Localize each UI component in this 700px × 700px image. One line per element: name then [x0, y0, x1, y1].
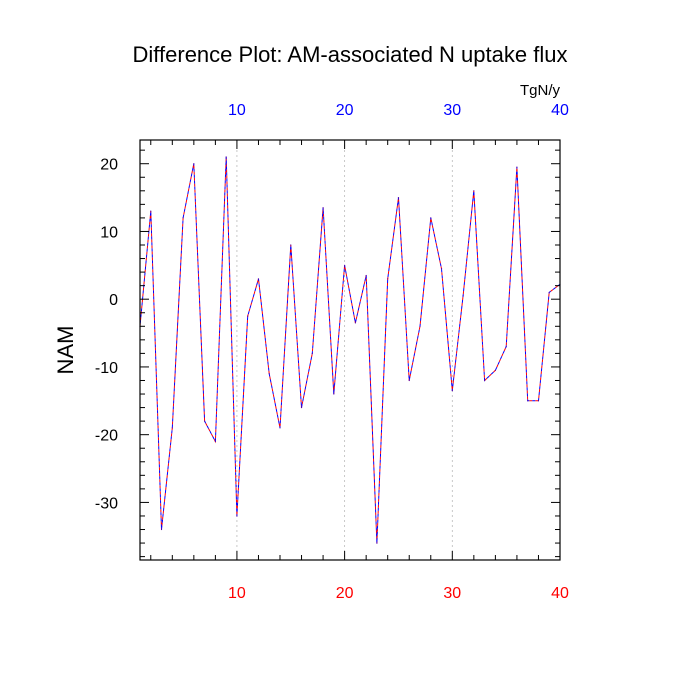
units-label: TgN/y — [520, 82, 561, 99]
series-line-red — [139, 156, 561, 544]
data-point — [279, 427, 281, 429]
data-point — [344, 264, 346, 266]
data-point — [204, 420, 206, 422]
data-point — [193, 163, 195, 165]
series-line-blue — [139, 156, 561, 544]
data-point — [333, 393, 335, 395]
data-point — [419, 325, 421, 327]
data-point — [354, 322, 356, 324]
data-point — [494, 369, 496, 371]
grid-lines — [236, 140, 453, 560]
data-point — [527, 400, 529, 402]
series-layer — [139, 156, 561, 544]
data-point — [397, 196, 400, 199]
data-point — [462, 295, 464, 297]
data-point — [225, 156, 227, 158]
y-axis-label: NAM — [53, 326, 78, 375]
x-tick-label-top: 20 — [336, 102, 354, 119]
data-point — [247, 315, 249, 317]
y-tick-label: 0 — [109, 292, 118, 309]
x-tick-label-bottom: 30 — [443, 585, 461, 602]
x-tick-label-top: 30 — [443, 102, 461, 119]
x-tick-label-bottom: 40 — [551, 585, 569, 602]
ticks: 10 20 30 40 10 20 30 40 -30 -20 -10 0 10 20 — [95, 102, 569, 602]
data-point — [300, 406, 303, 409]
data-point — [376, 542, 378, 544]
data-point — [322, 207, 324, 209]
data-point — [440, 268, 443, 270]
y-tick-label: 10 — [100, 224, 118, 241]
data-point — [516, 166, 518, 168]
y-tick-label: -20 — [95, 428, 118, 445]
x-tick-label-bottom: 20 — [336, 585, 354, 602]
data-point — [537, 400, 540, 402]
data-point — [268, 373, 270, 375]
x-tick-label-top: 10 — [228, 102, 246, 119]
data-point — [365, 274, 367, 277]
data-point — [182, 217, 184, 219]
data-point — [451, 390, 453, 392]
data-point — [484, 379, 486, 382]
data-point — [290, 244, 292, 246]
data-point — [160, 528, 163, 531]
data-point — [473, 190, 475, 192]
y-tick-label: -30 — [95, 495, 118, 512]
data-point — [408, 379, 410, 382]
y-tick-label: 20 — [100, 157, 118, 174]
data-point — [548, 291, 550, 294]
x-tick-label-bottom: 10 — [228, 585, 246, 602]
x-tick-label-top: 40 — [551, 102, 569, 119]
data-point — [214, 440, 216, 443]
data-point — [387, 278, 389, 280]
data-point — [311, 352, 313, 354]
data-point — [171, 427, 173, 429]
data-point — [257, 278, 260, 280]
data-point — [236, 515, 238, 517]
data-point — [430, 217, 432, 219]
plot-frame — [139, 139, 561, 561]
data-point — [150, 210, 152, 212]
y-tick-label: -10 — [95, 360, 118, 377]
chart-title: Difference Plot: AM-associated N uptake … — [133, 42, 568, 67]
data-point — [505, 346, 507, 348]
